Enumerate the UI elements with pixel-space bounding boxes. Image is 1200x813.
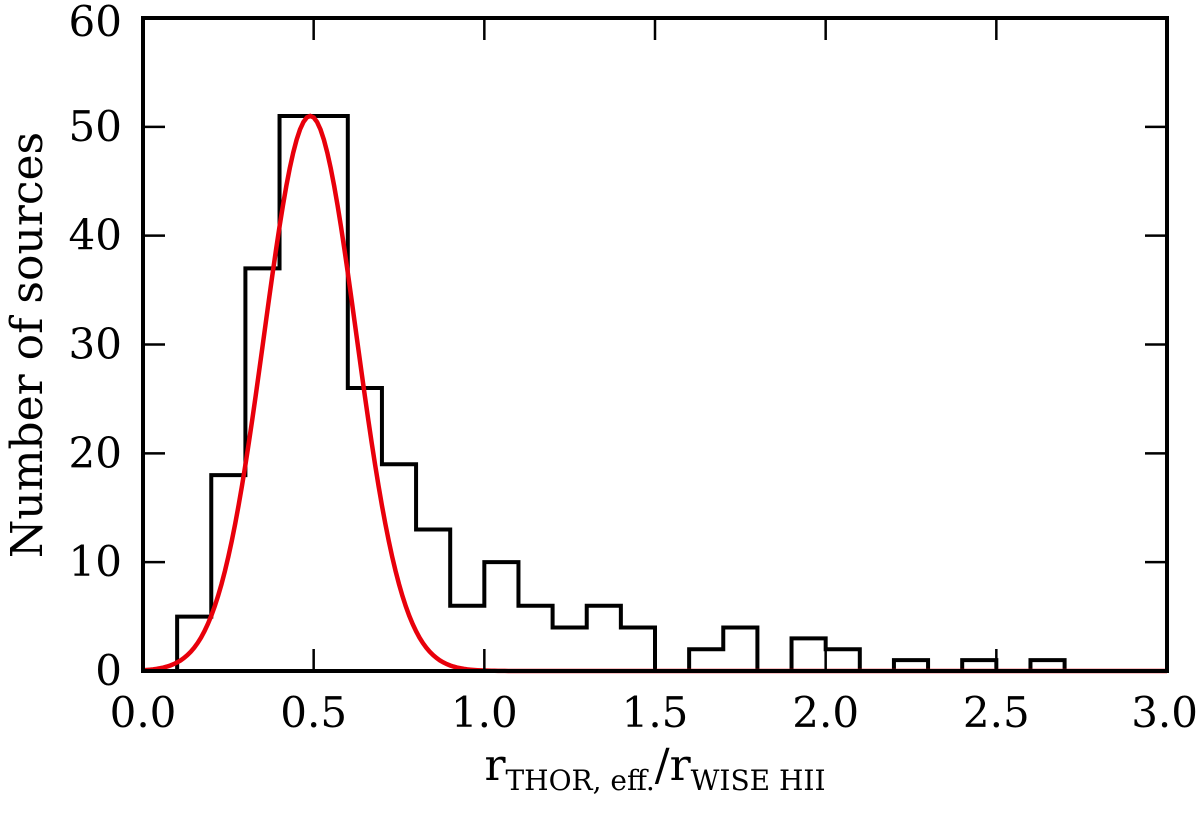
histogram-bin	[382, 464, 416, 671]
histogram-outline	[143, 113, 1167, 673]
x-axis-label-sub1: THOR, eff.	[505, 764, 654, 797]
histogram-bin	[826, 649, 860, 671]
fit-curve-layer	[142, 113, 1167, 674]
histogram-bin	[518, 606, 552, 671]
x-axis-label-main: r	[484, 740, 506, 791]
x-tick-labels: 0.0 0.5 1.0 1.5 2.0 2.5 3.0	[110, 688, 1198, 737]
x-tick-label: 0.5	[280, 688, 347, 737]
y-tick-label: 50	[69, 102, 122, 151]
histogram-bin	[348, 388, 382, 671]
y-tick-label: 40	[69, 211, 122, 260]
histogram-bin	[792, 638, 826, 671]
histogram-bin	[484, 562, 518, 671]
x-tick-label: 1.0	[451, 688, 518, 737]
plot-frame	[141, 16, 1169, 673]
histogram-bin	[621, 627, 655, 671]
y-axis-label: Number of sources	[2, 132, 53, 558]
histogram-bin	[450, 606, 484, 671]
x-tick-label: 1.5	[622, 688, 689, 737]
x-axis-label-sep: /r	[655, 740, 692, 791]
histogram-bin	[553, 627, 587, 671]
y-tick-label: 10	[69, 537, 122, 586]
gaussian-fit-line	[142, 113, 1167, 674]
x-tick-label: 2.5	[963, 688, 1030, 737]
x-tick-label: 3.0	[1131, 688, 1198, 737]
histogram-bin	[416, 530, 450, 671]
y-tick-label: 0	[95, 646, 122, 695]
y-tick-label: 20	[69, 428, 122, 477]
x-axis-label-sub2: WISE HII	[691, 764, 826, 797]
x-tick-label: 0.0	[110, 688, 177, 737]
histogram-bin	[689, 649, 723, 671]
x-axis-label: rTHOR, eff./rWISE HII	[484, 740, 825, 797]
histogram-layer	[143, 113, 1167, 673]
histogram-bin	[587, 606, 621, 671]
x-tick-label: 2.0	[792, 688, 859, 737]
y-tick-label: 60	[69, 0, 122, 46]
histogram-bin	[314, 116, 348, 671]
histogram-bin	[245, 268, 279, 671]
y-tick-labels: 0 10 20 30 40 50 60	[69, 0, 122, 695]
histogram-bin	[723, 627, 757, 671]
y-tick-label: 30	[69, 320, 122, 369]
